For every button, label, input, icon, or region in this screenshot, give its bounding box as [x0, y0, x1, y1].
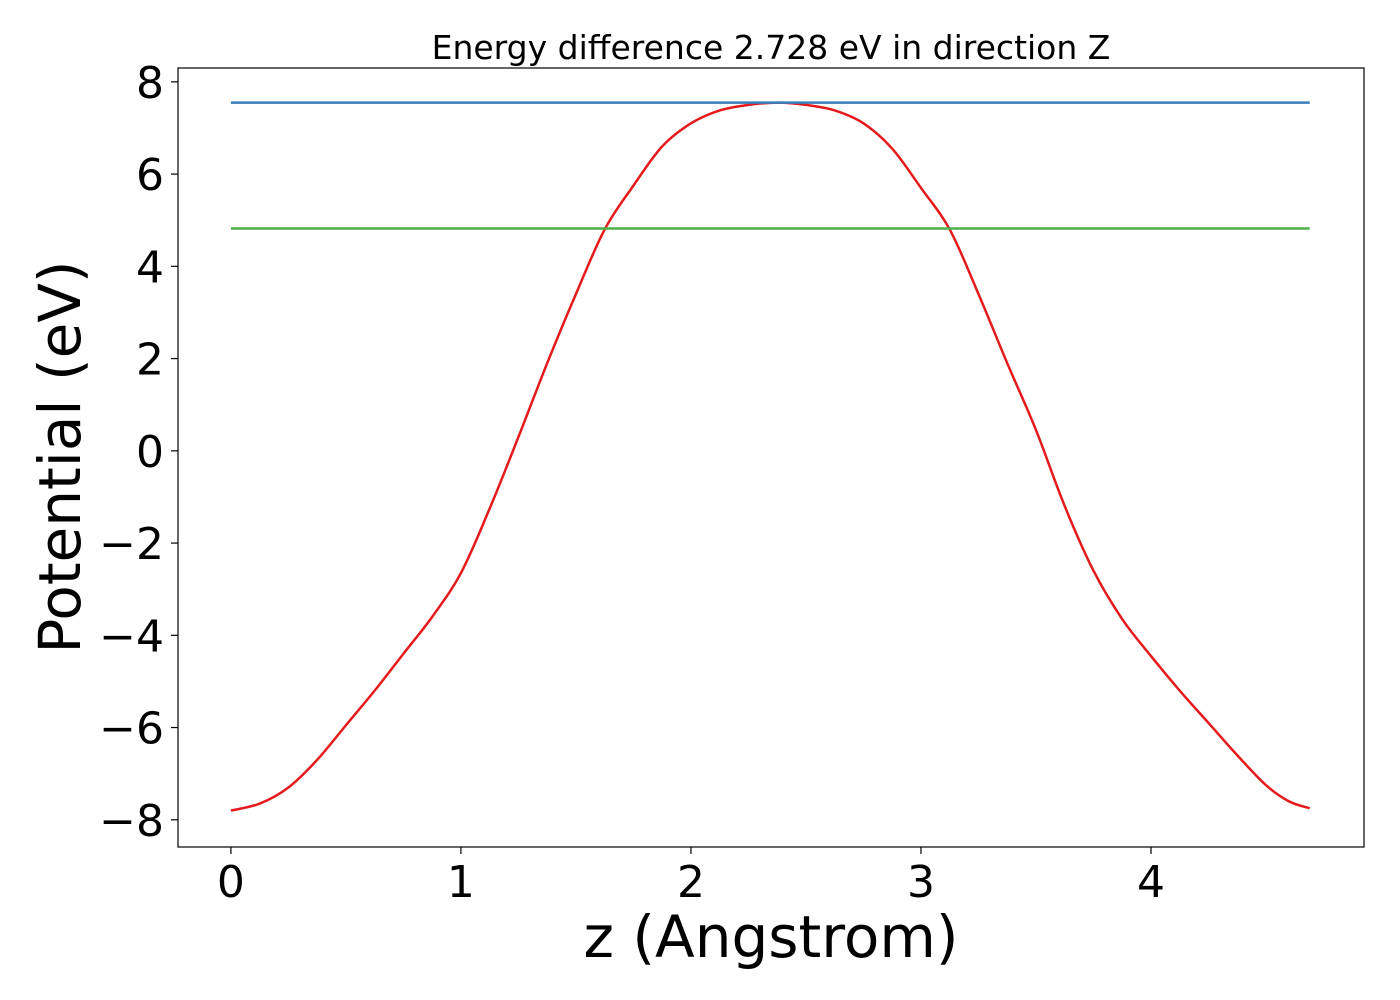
y-tick-label: 4 — [136, 242, 164, 293]
y-tick-label: −6 — [99, 704, 164, 755]
y-tick-label: −8 — [99, 796, 164, 847]
plot-frame — [177, 67, 1365, 848]
y-tick-label: −2 — [99, 519, 164, 570]
x-tick-label: 3 — [907, 857, 935, 908]
x-tick-label: 1 — [447, 857, 475, 908]
series-line-potential — [230, 101, 1311, 812]
y-axis-label: Potential (eV) — [26, 260, 94, 653]
x-tick-label: 4 — [1137, 857, 1165, 908]
y-tick-label: 2 — [136, 335, 164, 386]
y-tick-label: 0 — [136, 427, 164, 478]
y-tick-label: −4 — [99, 611, 164, 662]
x-tick-label: 0 — [217, 857, 245, 908]
y-tick-label: 8 — [136, 58, 164, 109]
series-layer — [230, 101, 1311, 812]
ticks-layer: 0 1 2 3 4 −8 −6 −4 −2 0 2 4 6 8 — [99, 58, 1165, 908]
x-tick-label: 2 — [677, 857, 705, 908]
x-axis-label: z (Angstrom) — [584, 903, 959, 971]
y-tick-label: 6 — [136, 150, 164, 201]
chart-title: Energy difference 2.728 eV in direction … — [432, 28, 1111, 67]
